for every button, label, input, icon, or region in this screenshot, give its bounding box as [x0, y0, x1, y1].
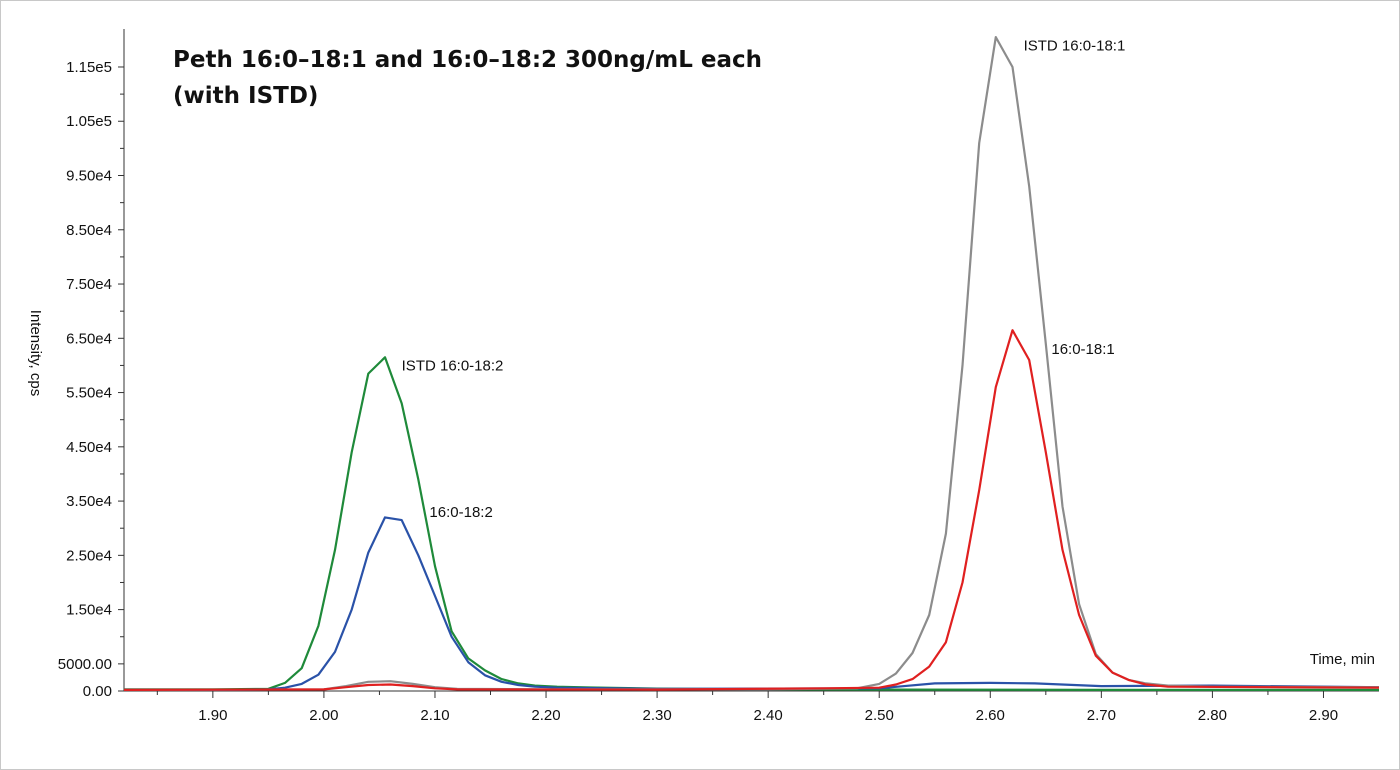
x-tick-label: 2.00: [309, 707, 338, 724]
series-line-1: [124, 516, 1380, 691]
x-tick-label: 2.20: [531, 707, 560, 724]
x-tick-label: 2.60: [976, 707, 1005, 724]
x-axis-ticks: 1.90 2.00 2.10 2.20 2.30 2.40 2.50 2.60 2.70 2.80…: [156, 691, 1338, 724]
y-tick-label: 5000.00: [58, 656, 112, 673]
series-line-3: [123, 329, 1380, 691]
x-tick-label: 2.70: [1087, 707, 1116, 724]
series-label-0: ISTD 16:0-18:2: [402, 357, 504, 374]
y-tick-label: 2.50e4: [66, 547, 112, 564]
chart-title: Peth 16:0–18:1 and 16:0–18:2 300ng/mL ea…: [173, 47, 762, 109]
y-axis-ticks: 0.00 5000.00 1.50e4 2.50e4 3.50e4 4.50e4 5.50e…: [58, 59, 124, 700]
x-tick-label: 2.80: [1198, 707, 1227, 724]
y-tick-label: 4.50e4: [66, 439, 112, 456]
x-tick-label: 2.10: [420, 707, 449, 724]
x-tick-label: 2.40: [754, 707, 783, 724]
series-label-1: 16:0-18:2: [429, 504, 492, 521]
y-tick-label: 1.05e5: [66, 113, 112, 130]
series-line-2: [123, 36, 1380, 691]
y-tick-label: 5.50e4: [66, 385, 112, 402]
chart-title-line-2: (with ISTD): [173, 83, 318, 109]
x-axis-label: Time, min: [1310, 651, 1375, 668]
series-labels: ISTD 16:0-18:2 16:0-18:2 ISTD 16:0-18:1 16:…: [402, 37, 1126, 521]
y-tick-label: 6.50e4: [66, 330, 112, 347]
y-tick-label: 8.50e4: [66, 222, 112, 239]
x-tick-label: 2.50: [865, 707, 894, 724]
y-tick-label: 3.50e4: [66, 493, 112, 510]
y-tick-label: 1.50e4: [66, 602, 112, 619]
series-line-0: [124, 356, 1379, 691]
y-tick-label: 9.50e4: [66, 168, 112, 185]
y-axis-label: Intensity, cps: [27, 310, 44, 396]
x-tick-label: 2.30: [642, 707, 671, 724]
x-tick-label: 2.90: [1309, 707, 1338, 724]
y-tick-label: 7.50e4: [66, 276, 112, 293]
y-tick-label: 0.00: [83, 683, 112, 700]
axes: [123, 29, 1379, 692]
series-label-3: 16:0-18:1: [1051, 341, 1114, 358]
x-tick-label: 1.90: [198, 707, 227, 724]
chart-title-line-1: Peth 16:0–18:1 and 16:0–18:2 300ng/mL ea…: [173, 47, 762, 73]
series-label-2: ISTD 16:0-18:1: [1024, 37, 1126, 54]
y-tick-label: 1.15e5: [66, 59, 112, 76]
series-lines: [123, 36, 1380, 691]
